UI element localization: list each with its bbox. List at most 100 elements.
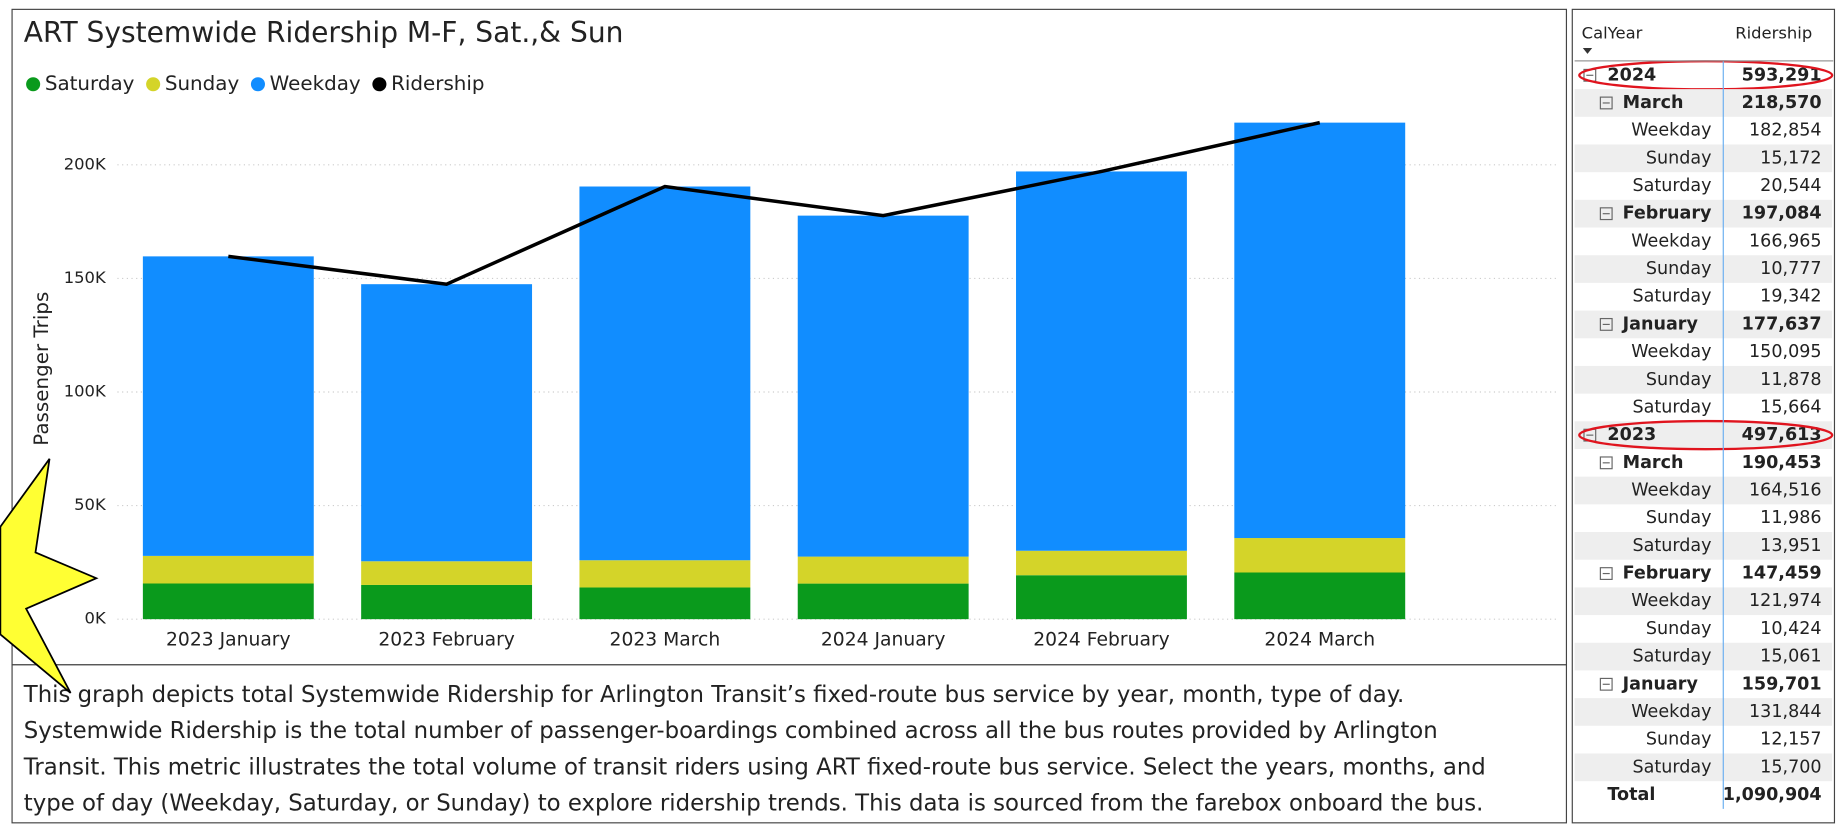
row-value: 166,965 [1749, 231, 1822, 251]
expand-toggle [1599, 96, 1613, 110]
x-tick-label: 2024 January [821, 630, 946, 651]
highlight-ellipse [1578, 419, 1834, 451]
description-line: type of day (Weekday, Saturday, or Sunda… [24, 791, 1484, 817]
row-stripe [1574, 642, 1833, 671]
bar-segment [1016, 171, 1187, 551]
column-header: CalYear [1582, 23, 1643, 42]
row-label: Saturday [1632, 757, 1711, 777]
row-label: Weekday [1631, 342, 1711, 362]
bar-segment [361, 284, 533, 562]
row-value: 12,157 [1760, 730, 1821, 750]
bar-segment [142, 256, 314, 556]
row-label: January [1622, 314, 1699, 334]
bar-segment [579, 186, 751, 561]
row-label: Weekday [1631, 481, 1711, 501]
row-label: Saturday [1632, 176, 1711, 196]
row-value: 593,291 [1742, 65, 1822, 85]
row-label: Saturday [1632, 647, 1711, 667]
legend-label: Weekday [270, 72, 361, 95]
description-line: This graph depicts total Systemwide Ride… [23, 682, 1404, 708]
legend-label: Saturday [45, 72, 135, 95]
bar-segment [797, 556, 969, 584]
row-label: Sunday [1646, 508, 1712, 528]
row-label: February [1623, 204, 1712, 224]
row-stripe [1574, 532, 1833, 560]
row-label: Weekday [1631, 702, 1711, 722]
x-tick-label: 2023 March [610, 630, 721, 651]
row-value: 10,777 [1760, 259, 1821, 279]
y-tick-label: 50K [74, 495, 107, 514]
row-value: 147,459 [1742, 564, 1822, 584]
text-panel [11, 664, 1568, 824]
row-stripe [1574, 89, 1833, 117]
row-label: Sunday [1646, 730, 1712, 750]
legend-marker [26, 77, 41, 92]
row-stripe [1574, 199, 1833, 228]
sort-arrow [1582, 47, 1593, 54]
row-stripe [1574, 698, 1833, 726]
row-label: Saturday [1632, 287, 1711, 307]
y-tick-label: 0K [85, 609, 107, 628]
row-value: 20,544 [1760, 176, 1821, 196]
bar-segment [579, 560, 751, 588]
legend-marker [372, 77, 387, 92]
bar-segment [1016, 575, 1187, 620]
row-label: Sunday [1646, 259, 1712, 279]
description-line: Systemwide Ridership is the total number… [24, 718, 1438, 744]
expand-toggle [1599, 207, 1613, 221]
row-label: March [1623, 453, 1684, 473]
bar-segment [142, 583, 314, 620]
bar-segment [797, 215, 969, 557]
description-line: Transit. This metric illustrates the tot… [23, 754, 1486, 780]
chart-title: ART Systemwide Ridership M-F, Sat.,& Sun [24, 16, 624, 49]
y-tick-label: 100K [64, 381, 107, 400]
bar-segment [1234, 538, 1406, 573]
row-value: 11,986 [1760, 508, 1821, 528]
expand-toggle [1599, 567, 1613, 580]
row-value: 19,342 [1760, 287, 1821, 307]
bar-segment [361, 584, 533, 620]
x-tick-label: 2023 January [166, 630, 291, 651]
row-value: 11,878 [1760, 370, 1821, 390]
row-label: Weekday [1631, 591, 1711, 611]
table: CalYear Ridership 2024 593,291 March 218,57… [1574, 23, 1834, 809]
legend-marker [250, 77, 265, 92]
y-tick-label: 200K [64, 154, 107, 173]
row-label: Weekday [1631, 231, 1711, 251]
legend-label: Ridership [391, 72, 484, 95]
row-value: 13,951 [1760, 536, 1821, 556]
bar-segment [1234, 572, 1406, 620]
row-value: 218,570 [1742, 93, 1822, 113]
description: This graph depicts total Systemwide Ride… [23, 682, 1486, 817]
legend-label: Sunday [165, 72, 240, 95]
expand-toggle [1599, 456, 1613, 470]
row-value: 150,095 [1749, 342, 1822, 362]
row-value: 159,701 [1742, 674, 1822, 694]
bar-segment [361, 561, 533, 585]
expand-toggle [1599, 317, 1613, 331]
row-stripe [1574, 310, 1833, 339]
x-tick-label: 2023 February [378, 630, 515, 651]
row-value: 15,061 [1760, 647, 1821, 667]
row-label: Sunday [1646, 148, 1712, 168]
row-label: Sunday [1646, 370, 1712, 390]
row-stripe [1574, 587, 1833, 616]
row-value: 15,664 [1760, 397, 1821, 417]
row-stripe [1574, 255, 1833, 283]
row-value: 177,637 [1742, 314, 1822, 334]
column-header: Ridership [1735, 23, 1812, 42]
expand-toggle [1599, 677, 1613, 691]
row-label: March [1623, 93, 1684, 113]
bar-segment [142, 555, 314, 584]
row-label: Weekday [1631, 121, 1711, 141]
row-value: 182,854 [1749, 121, 1822, 141]
row-value: 15,700 [1760, 757, 1821, 777]
row-label: 2023 [1607, 425, 1656, 445]
chart: 0K 50K 100K 150K 200K Saturday Sunday Weekday Ri… [26, 72, 1558, 651]
row-value: 497,613 [1742, 425, 1822, 445]
x-tick-label: 2024 February [1033, 630, 1170, 651]
x-tick-label: 2024 March [1264, 630, 1375, 651]
row-label: Saturday [1632, 536, 1711, 556]
